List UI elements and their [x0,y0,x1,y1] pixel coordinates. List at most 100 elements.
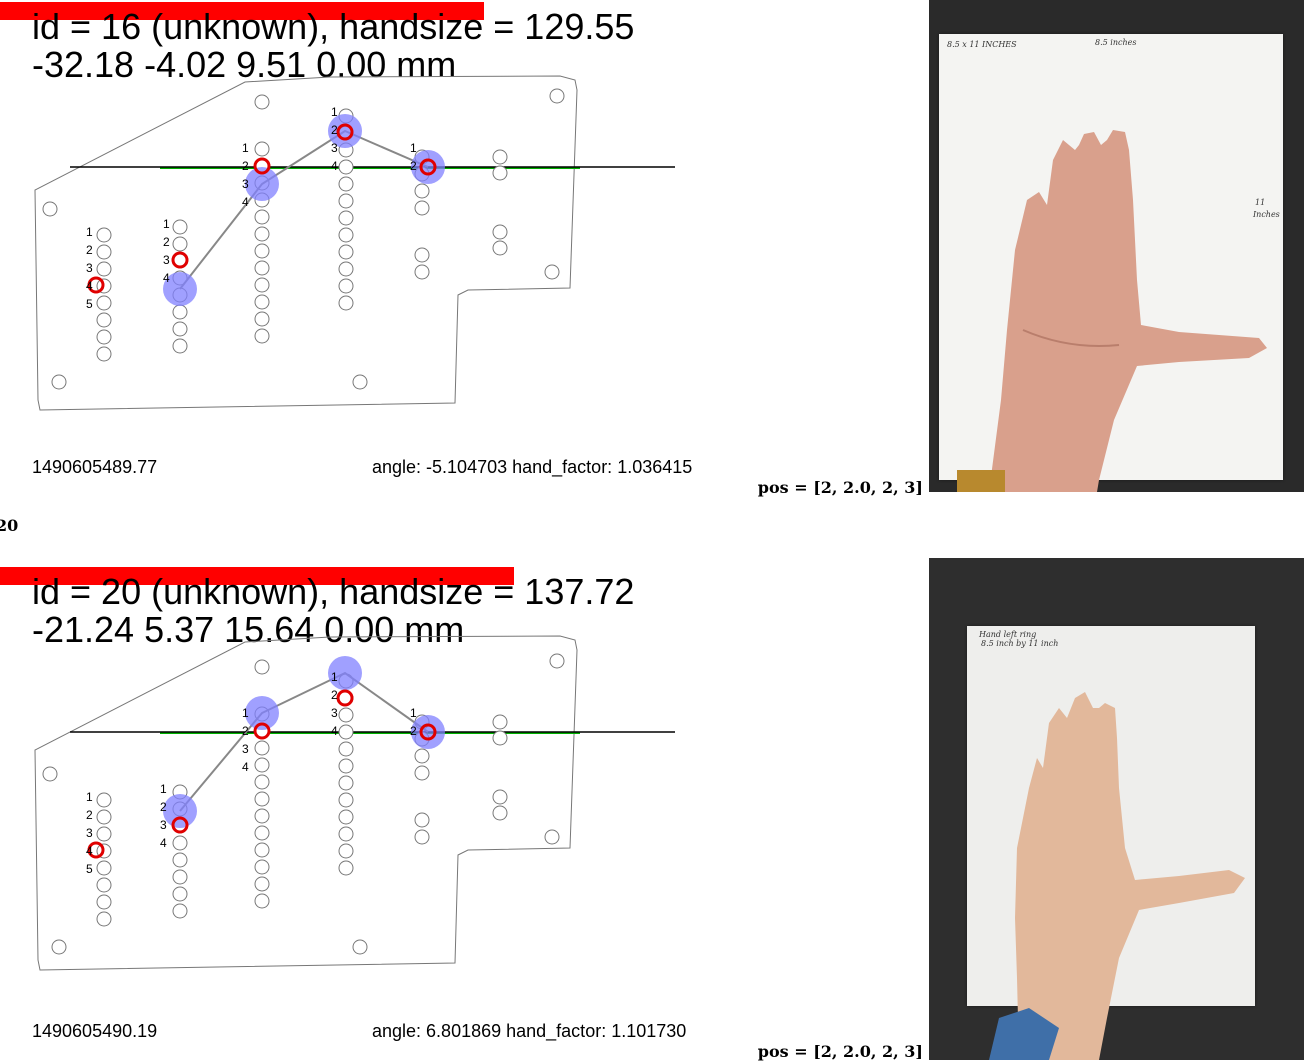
hole [96,877,112,893]
hole [96,894,112,910]
paper-note: 11 [1255,198,1266,207]
fingertip-marker [411,150,445,184]
hole [492,789,508,805]
timestamp: 1490605489.77 [32,457,158,477]
hole [338,210,354,226]
row-label: 4 [242,760,249,774]
row-label: 3 [163,253,170,267]
hole [414,812,430,828]
hole [254,243,270,259]
hole [414,247,430,263]
row-label: 3 [331,141,338,155]
mount-hole [254,94,270,110]
fingertip-marker [245,167,279,201]
selected-hole [336,123,354,141]
hole [172,236,188,252]
hand-shape [989,692,1245,1060]
holes [96,108,508,362]
row-label: 1 [163,217,170,231]
hole [96,809,112,825]
hole [338,724,354,740]
row-label: 3 [242,742,249,756]
fingertip-marker [245,696,279,730]
hole [492,714,508,730]
row-label: 3 [242,177,249,191]
hole [338,278,354,294]
hole [338,809,354,825]
paper-note: 8.5 inches [1095,38,1137,47]
row-label: 1 [242,141,249,155]
hole [96,860,112,876]
pos-readout: pos = [2, 2.0, 2, 3] [757,1042,923,1061]
hole [338,244,354,260]
row-label: 4 [86,279,93,293]
hole [254,808,270,824]
hole [254,226,270,242]
hole [254,774,270,790]
paper-note: Hand left ring [979,630,1037,639]
hole [96,244,112,260]
mount-hole [42,766,58,782]
selected-hole [419,158,437,176]
paper-note: 8.5 inch by 11 inch [981,639,1059,648]
pos-readout: pos = [2, 2.0, 2, 3] [757,478,923,497]
hole [96,346,112,362]
record-title: id = 16 (unknown), handsize = 129.55 [32,6,635,47]
row-label: 1 [160,782,167,796]
hole [254,893,270,909]
hole [254,842,270,858]
selected-hole [253,722,271,740]
selected-hole [87,276,105,294]
hole [492,730,508,746]
selected-hole [253,157,271,175]
row-label: 1 [86,790,93,804]
row-label: 1 [331,670,338,684]
hole [338,159,354,175]
hole [338,843,354,859]
row-label: 2 [160,800,167,814]
hole [414,748,430,764]
hole [172,869,188,885]
hole [96,312,112,328]
hole [254,825,270,841]
angle-readout: angle: -5.104703 hand_factor: 1.036415 [372,457,693,477]
mount-hole [544,829,560,845]
hole [172,903,188,919]
hole [254,260,270,276]
record-title: id = 20 (unknown), handsize = 137.72 [32,571,635,612]
mount-hole [254,659,270,675]
selected-hole [87,841,105,859]
row-label: 2 [410,724,417,738]
hole [254,277,270,293]
hole [96,227,112,243]
row-labels: 1 2 3 4 5 1 2 3 4 1 2 3 4 1 2 3 4 1 2 [86,670,417,876]
mount-hole [352,374,368,390]
row-labels: 1 2 3 4 5 1 2 3 4 1 2 3 4 1 2 3 4 1 2 [86,105,417,311]
row-label: 2 [410,159,417,173]
selected-hole [336,689,354,707]
hole [254,757,270,773]
fingertip-marker [328,114,362,148]
mount-hole [51,374,67,390]
record-id-label: 20 [0,516,19,535]
paper-note: Inches [1253,210,1280,219]
row-label: 5 [86,862,93,876]
row-label: 2 [242,724,249,738]
finger-path [179,129,429,290]
fingertip-marker [328,656,362,690]
hole [414,264,430,280]
fingertip-marker [163,272,197,306]
hole [492,240,508,256]
hole [96,826,112,842]
mount-holes [42,88,565,390]
row-label: 2 [163,235,170,249]
hole [172,852,188,868]
hand-photo: Hand left ring 8.5 inch by 11 inch [929,558,1304,1060]
selected-hole [419,723,437,741]
hole [96,329,112,345]
row-label: 2 [86,808,93,822]
row-label: 4 [163,271,170,285]
row-label: 3 [160,818,167,832]
hole [172,338,188,354]
hole [338,758,354,774]
